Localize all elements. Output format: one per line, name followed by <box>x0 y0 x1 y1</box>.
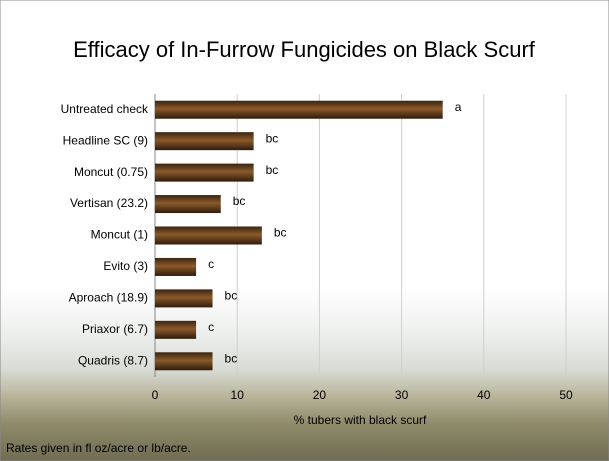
significance-letter: a <box>455 100 462 114</box>
bar <box>155 227 262 245</box>
chart-title: Efficacy of In-Furrow Fungicides on Blac… <box>73 37 536 62</box>
y-tick-label: Vertisan (23.2) <box>70 196 148 210</box>
significance-letter: bc <box>225 351 238 365</box>
footnote: Rates given in fl oz/acre or lb/acre. <box>6 441 191 455</box>
y-tick-label: Untreated check <box>61 102 149 116</box>
y-tick-label: Aproach (18.9) <box>69 291 148 305</box>
y-tick-label: Moncut (0.75) <box>74 165 148 179</box>
significance-letter: bc <box>225 289 238 303</box>
y-tick-label: Moncut (1) <box>91 228 148 242</box>
bar <box>155 101 443 119</box>
bar <box>155 164 254 182</box>
significance-letter: bc <box>266 131 279 145</box>
x-tick-label: 20 <box>313 388 327 402</box>
slide: Efficacy of In-Furrow Fungicides on Blac… <box>0 0 609 461</box>
significance-letter: bc <box>233 194 246 208</box>
significance-letter: c <box>208 257 214 271</box>
x-tick-label: 50 <box>559 388 573 402</box>
x-tick-label: 40 <box>477 388 491 402</box>
y-tick-label: Quadris (8.7) <box>78 353 148 367</box>
significance-letter: bc <box>266 163 279 177</box>
significance-letter: c <box>208 320 214 334</box>
x-tick-label: 30 <box>395 388 409 402</box>
bar <box>155 258 196 276</box>
bar <box>155 195 221 213</box>
y-tick-label: Evito (3) <box>103 259 148 273</box>
y-tick-label: Headline SC (9) <box>63 133 148 147</box>
y-tick-label: Priaxor (6.7) <box>82 322 148 336</box>
x-tick-label: 0 <box>152 388 159 402</box>
bar <box>155 132 254 150</box>
bar <box>155 289 213 307</box>
chart: Efficacy of In-Furrow Fungicides on Blac… <box>0 0 609 461</box>
bar <box>155 352 213 370</box>
x-axis-label: % tubers with black scurf <box>294 413 427 427</box>
bar <box>155 321 196 339</box>
x-tick-label: 10 <box>231 388 245 402</box>
significance-letter: bc <box>274 226 287 240</box>
